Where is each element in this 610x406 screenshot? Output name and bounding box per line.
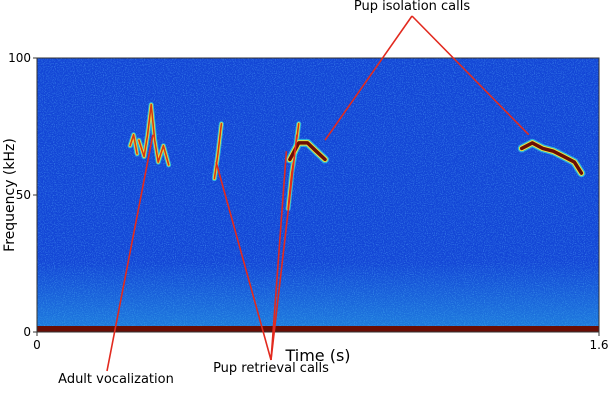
x-tick-label: 1.6 — [589, 338, 608, 352]
dc-noise-band — [37, 326, 599, 332]
annotation-pointer-line — [411, 15, 530, 136]
annotation-label: Pup retrieval calls — [213, 361, 329, 376]
adult-call-trace — [138, 103, 170, 166]
low-frequency-glow — [37, 262, 599, 332]
annotation-label: Adult vocalization — [58, 372, 174, 387]
adult-call-trace — [129, 133, 138, 155]
annotations: Pup isolation calls Adult vocalization Pup… — [58, 0, 530, 387]
annotation-pointer-line — [215, 161, 272, 361]
plot-area — [37, 58, 599, 332]
annotation-label: Pup isolation calls — [354, 0, 471, 14]
y-tick-label: 100 — [8, 51, 31, 65]
x-tick-label: 0 — [33, 338, 41, 352]
y-axis-ticks: 0 50 100 — [8, 51, 37, 339]
retrieval-call-trace — [213, 123, 223, 180]
y-tick-label: 50 — [16, 188, 31, 202]
annotation-pointer-line — [270, 134, 298, 361]
isolation-call-trace — [519, 141, 584, 175]
y-tick-label: 0 — [23, 325, 31, 339]
x-axis-ticks: 0 1.6 — [33, 332, 609, 352]
annotation-pointer-line — [106, 134, 154, 372]
annotation-pointer-line — [324, 15, 413, 141]
x-axis-label: Time (s) — [284, 346, 350, 365]
y-axis-label: Frequency (kHz) — [2, 138, 18, 252]
annotation-pointer-line — [270, 151, 288, 361]
